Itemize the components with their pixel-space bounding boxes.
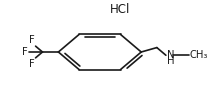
Text: F: F: [22, 47, 27, 57]
Text: F: F: [29, 35, 35, 45]
Text: HCl: HCl: [110, 3, 130, 16]
Text: N: N: [167, 50, 174, 60]
Text: H: H: [167, 56, 174, 66]
Text: F: F: [29, 59, 35, 69]
Text: CH₃: CH₃: [190, 50, 208, 60]
